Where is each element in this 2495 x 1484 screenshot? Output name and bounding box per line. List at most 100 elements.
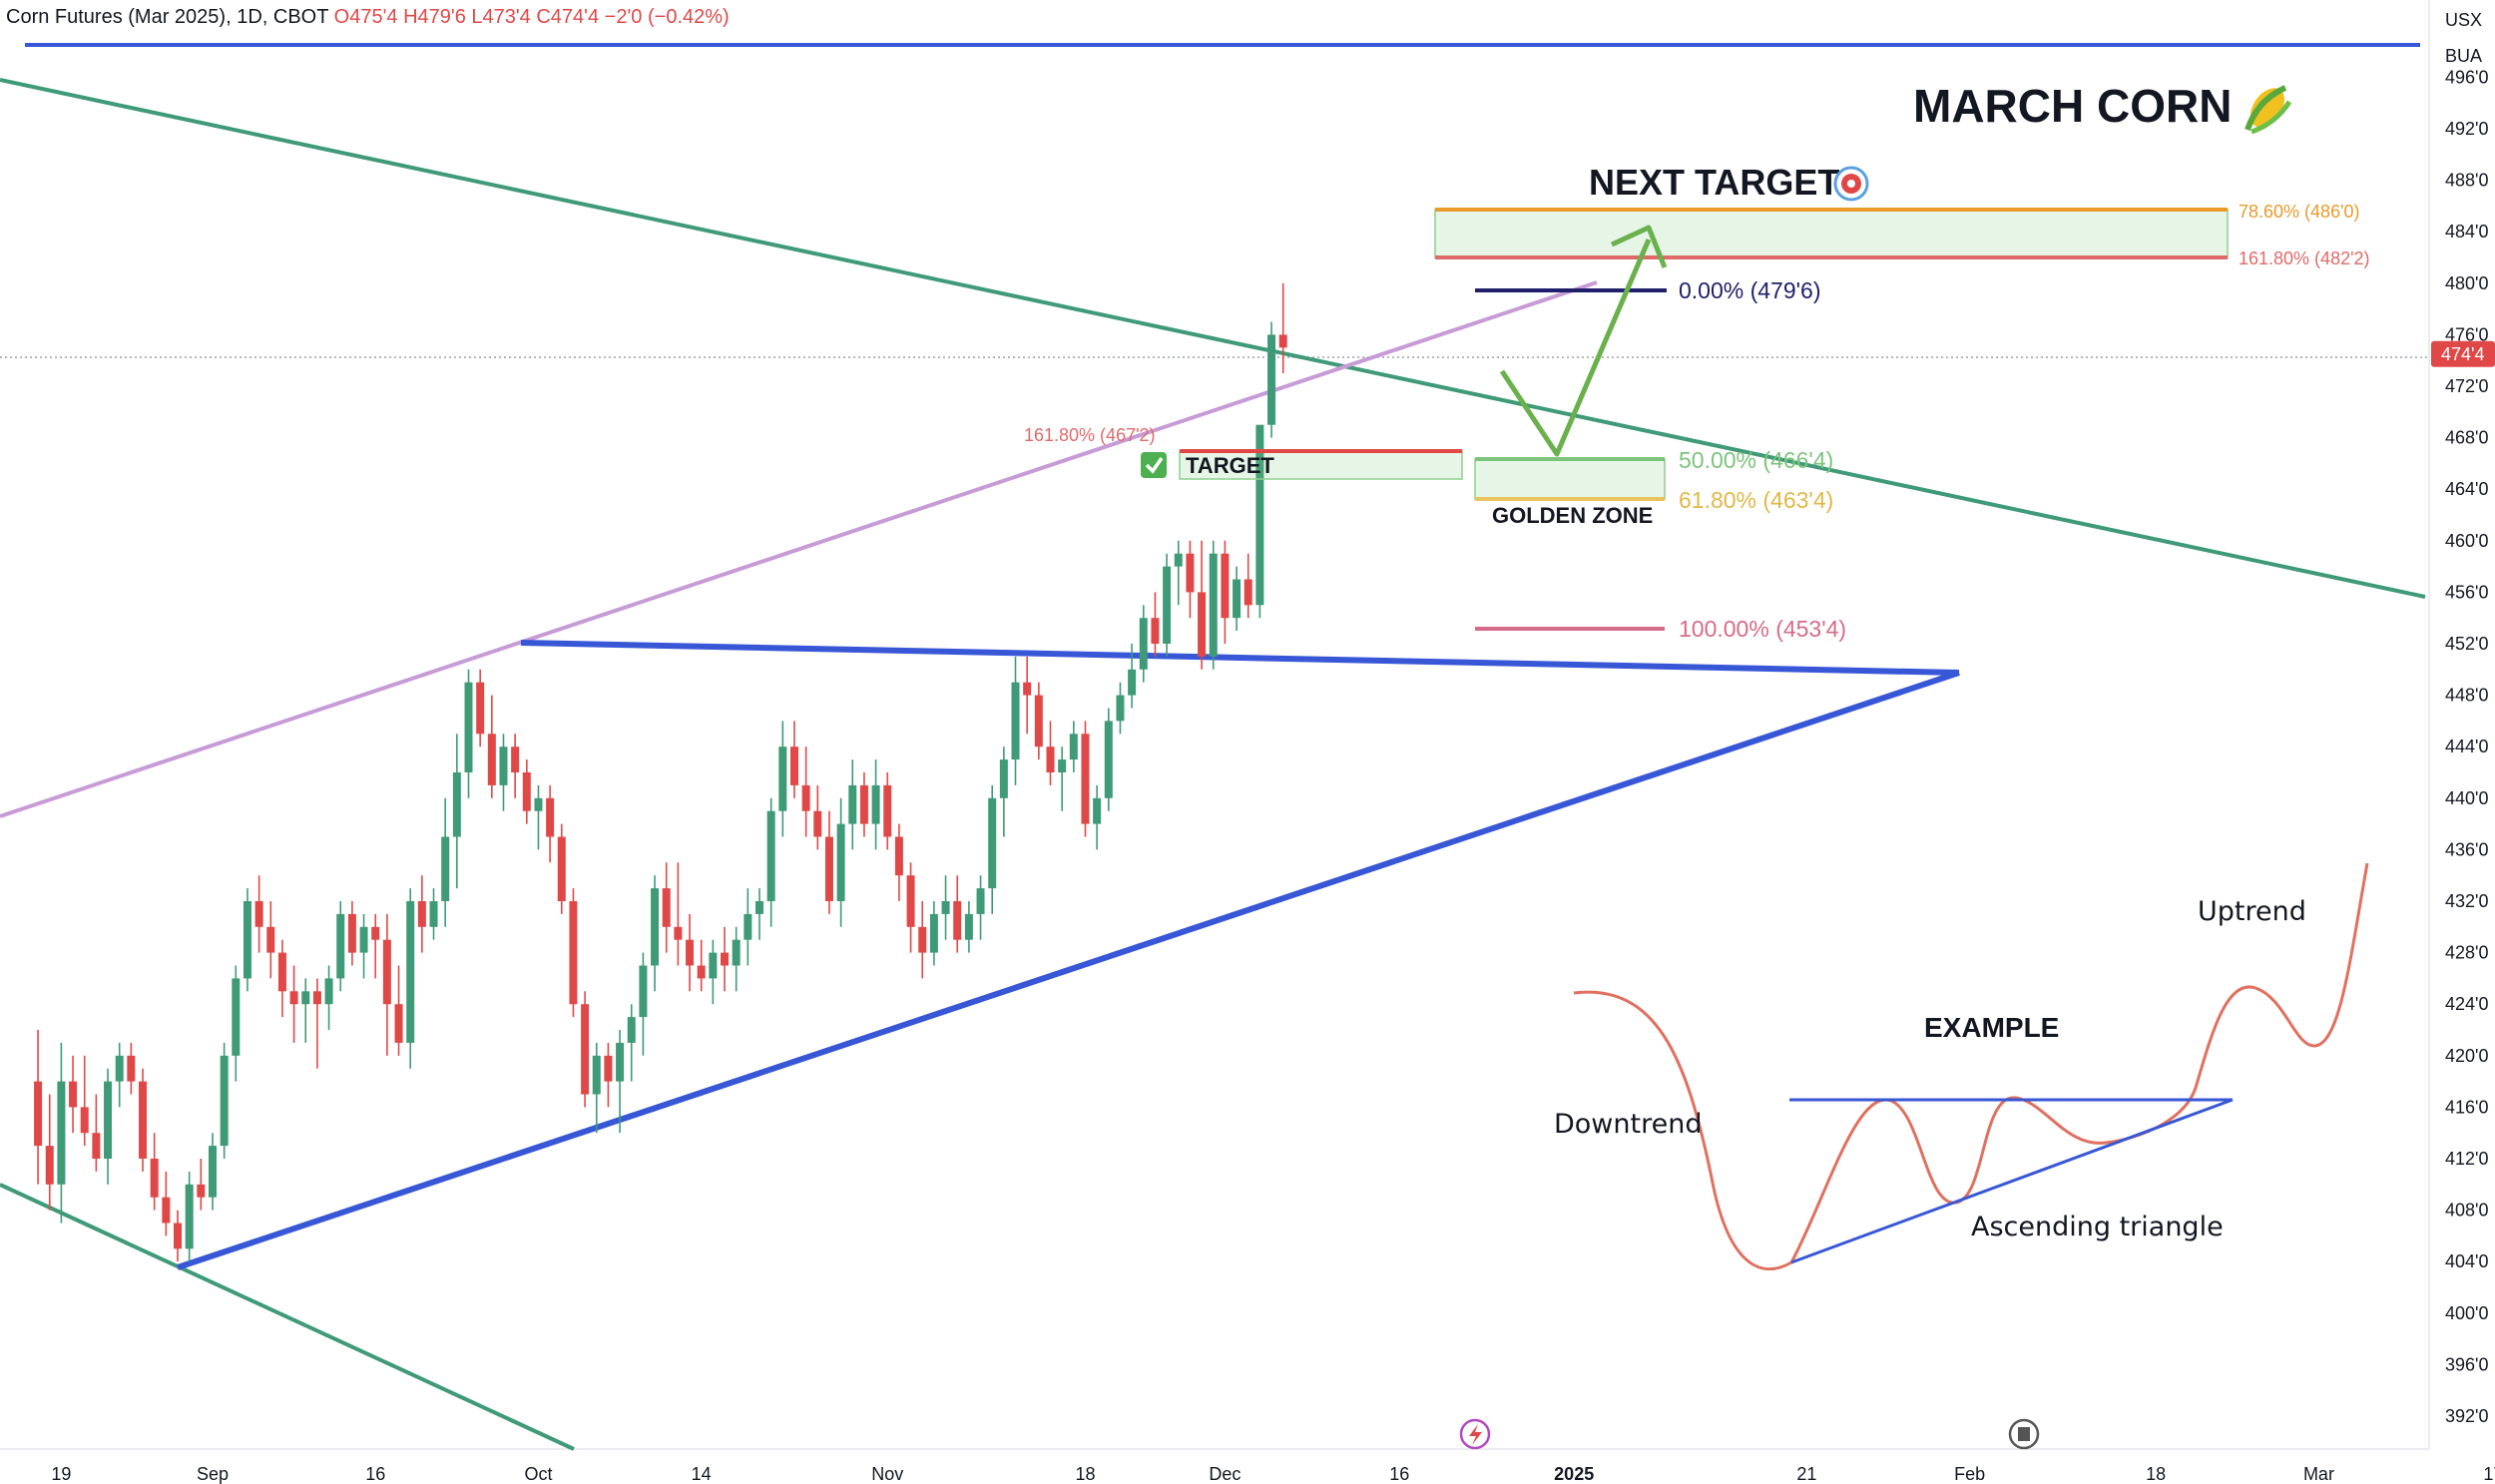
- candle: [1186, 540, 1195, 619]
- candle-body: [686, 939, 695, 966]
- candle: [34, 1030, 43, 1185]
- candle: [511, 734, 520, 798]
- downtrend-label: Downtrend: [1554, 1109, 1702, 1140]
- candle-body: [476, 682, 485, 735]
- candle: [976, 875, 985, 940]
- candle: [1093, 784, 1102, 850]
- candle-body: [45, 1146, 54, 1185]
- candle-body: [220, 1055, 229, 1147]
- candle: [824, 810, 833, 914]
- time-tick-label: 14: [692, 1464, 712, 1484]
- candle-body: [359, 926, 368, 953]
- candle-body: [289, 991, 298, 1005]
- price-tick-label: 484'0: [2445, 222, 2488, 242]
- triangle-resistance: [520, 640, 1960, 676]
- candle: [894, 823, 903, 901]
- candle: [616, 1030, 625, 1134]
- candle: [999, 746, 1008, 837]
- candle: [394, 965, 403, 1056]
- candle-body: [394, 1004, 403, 1043]
- candle-body: [732, 939, 741, 966]
- candle: [569, 888, 578, 1018]
- candle-body: [511, 746, 520, 772]
- projection-arrow: [1499, 239, 1652, 457]
- candle-body: [1163, 566, 1172, 644]
- candle: [953, 875, 962, 953]
- time-tick-label: Nov: [871, 1464, 903, 1484]
- example-title: EXAMPLE: [1924, 1012, 2059, 1043]
- candles: [34, 282, 1287, 1262]
- corn-icon: [2245, 85, 2292, 135]
- candle: [836, 797, 845, 927]
- candle-body: [651, 888, 660, 966]
- fib-618-label: 61.80% (463'4): [1679, 487, 1833, 513]
- candle-body: [999, 759, 1008, 798]
- candle: [243, 888, 251, 992]
- next-target-title: NEXT TARGET: [1589, 162, 1839, 203]
- candle: [45, 1094, 54, 1211]
- candle-body: [859, 784, 868, 824]
- time-tick-label: 17: [2483, 1464, 2495, 1484]
- price-tick-label: 464'0: [2445, 479, 2488, 499]
- candle-body: [697, 965, 706, 979]
- lightning-icon[interactable]: [1459, 1418, 1491, 1450]
- candle: [1069, 721, 1078, 772]
- candle: [697, 939, 706, 992]
- candle: [871, 759, 880, 850]
- descending-trendline: [0, 78, 2426, 599]
- candle: [801, 746, 810, 837]
- price-tick-label: 408'0: [2445, 1201, 2488, 1221]
- candle-body: [592, 1055, 601, 1095]
- candle: [709, 939, 718, 1005]
- candle-body: [941, 901, 950, 914]
- candle: [69, 1055, 78, 1134]
- candle-body: [1023, 682, 1032, 696]
- candle: [57, 1042, 66, 1224]
- candle-body: [709, 952, 718, 979]
- fib-786-label: 78.60% (486'0): [2239, 202, 2360, 222]
- candle: [266, 901, 275, 979]
- candle-body: [988, 797, 997, 889]
- fib-1618-label: 161.80% (482'2): [2239, 248, 2370, 268]
- candle: [254, 875, 263, 953]
- event-icon[interactable]: [2008, 1418, 2040, 1450]
- candle: [92, 1094, 101, 1172]
- candle: [476, 669, 485, 747]
- candle-body: [1151, 618, 1160, 644]
- candle: [1128, 644, 1137, 709]
- candle: [1244, 553, 1252, 619]
- price-tick-label: 456'0: [2445, 582, 2488, 602]
- candle-body: [721, 952, 730, 966]
- candle: [988, 784, 997, 914]
- candle-body: [883, 784, 892, 837]
- candle: [546, 784, 555, 863]
- time-tick-label: Dec: [1209, 1464, 1241, 1484]
- candle-body: [1278, 334, 1287, 348]
- candle-body: [1011, 682, 1020, 760]
- candle: [347, 901, 356, 966]
- candle-body: [127, 1055, 136, 1082]
- fib-100-label: 100.00% (453'4): [1679, 616, 1846, 642]
- candle: [721, 926, 730, 992]
- candle-body: [104, 1081, 113, 1159]
- candle-body: [69, 1081, 78, 1108]
- candle-body: [848, 784, 857, 824]
- time-tick-label: 16: [1389, 1464, 1409, 1484]
- ohlc-values: O475'4 H479'6 L473'4 C474'4 −2'0 (−0.42%…: [333, 6, 730, 28]
- candle-body: [953, 901, 962, 940]
- candle-body: [301, 991, 310, 1005]
- candle: [789, 721, 798, 798]
- candle-body: [417, 901, 426, 927]
- candle-body: [581, 1004, 590, 1095]
- time-axis[interactable]: 19Sep16Oct14Nov18Dec16202521Feb18Mar17Ap…: [51, 1464, 2495, 1484]
- candle: [127, 1042, 136, 1095]
- golden-zone-box: [1474, 458, 1666, 500]
- price-axis[interactable]: 496'0 492'0 488'0 484'0 480'0 476'0 472'0 468'0…: [2431, 67, 2495, 1426]
- candle: [464, 669, 473, 798]
- candle-body: [208, 1146, 217, 1198]
- candle: [1104, 708, 1113, 811]
- price-tick-label: 492'0: [2445, 119, 2488, 139]
- candle-body: [918, 926, 927, 953]
- last-price-label: 474'4: [2441, 344, 2484, 364]
